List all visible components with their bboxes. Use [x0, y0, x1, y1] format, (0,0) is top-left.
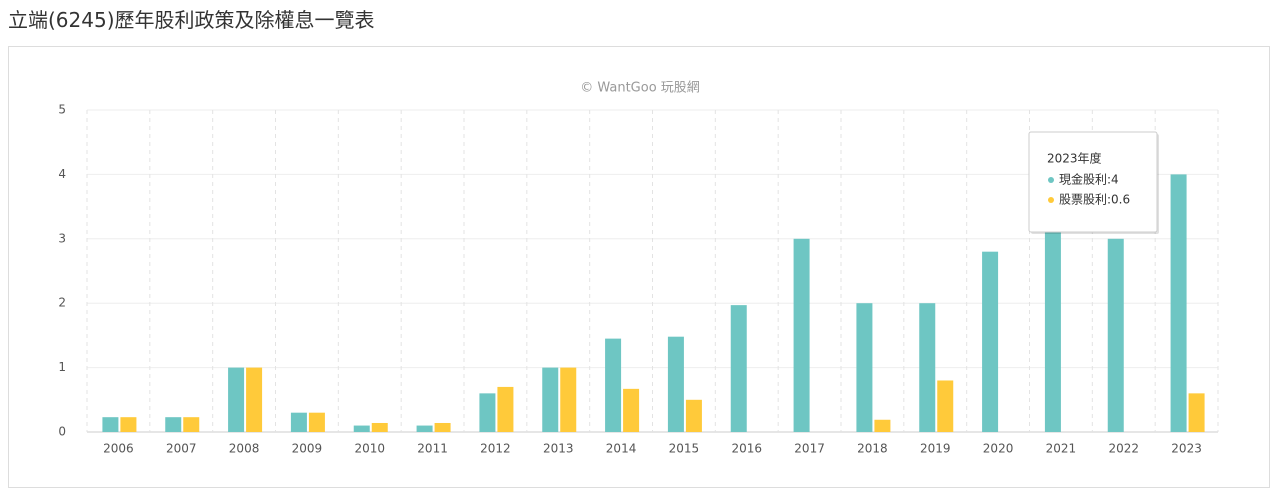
x-tick-label: 2007	[166, 442, 197, 456]
bar	[937, 380, 954, 432]
tooltip	[1028, 131, 1158, 233]
y-tick-label: 5	[58, 103, 66, 117]
x-tick-label: 2020	[983, 442, 1014, 456]
x-tick-label: 2010	[354, 442, 385, 456]
y-tick-label: 1	[58, 360, 66, 374]
bar	[560, 367, 577, 432]
x-tick-label: 2018	[857, 442, 888, 456]
y-tick-label: 3	[58, 231, 66, 245]
x-tick-label: 2009	[292, 442, 323, 456]
x-tick-label: 2006	[103, 442, 134, 456]
page-title: 立端(6245)歷年股利政策及除權息一覽表	[8, 8, 375, 32]
bar	[290, 412, 307, 432]
x-tick-label: 2008	[229, 442, 260, 456]
tooltip-line: 股票股利:0.6	[1059, 193, 1130, 207]
y-tick-label: 2	[58, 296, 66, 310]
x-tick-label: 2016	[731, 442, 762, 456]
bar	[1107, 238, 1124, 432]
watermark: © WantGoo 玩股網	[580, 81, 700, 96]
bar	[165, 417, 182, 432]
y-tick-label: 4	[58, 167, 66, 181]
x-tick-label: 2014	[606, 442, 637, 456]
bar	[479, 393, 496, 432]
x-tick-label: 2013	[543, 442, 574, 456]
bar	[371, 422, 388, 432]
bar	[1044, 206, 1061, 432]
tooltip-dot	[1048, 177, 1054, 183]
bar	[183, 417, 200, 432]
x-tick-label: 2022	[1108, 442, 1139, 456]
y-tick-label: 0	[58, 425, 66, 439]
tooltip-title: 2023年度	[1047, 151, 1102, 166]
bar	[308, 412, 325, 432]
bar	[730, 305, 747, 432]
bar	[982, 251, 999, 432]
tooltip-dot	[1048, 197, 1054, 203]
x-tick-label: 2021	[1046, 442, 1077, 456]
tooltip-line: 現金股利:4	[1059, 172, 1119, 187]
x-tick-label: 2011	[417, 442, 448, 456]
x-tick-label: 2023	[1171, 442, 1202, 456]
x-tick-label: 2019	[920, 442, 951, 456]
bar	[246, 367, 263, 432]
bar	[874, 419, 891, 432]
bar	[1170, 174, 1187, 432]
bar	[919, 303, 936, 432]
x-tick-label: 2012	[480, 442, 511, 456]
bar	[416, 425, 433, 432]
x-tick-label: 2017	[794, 442, 825, 456]
bar	[667, 336, 684, 432]
bar	[793, 238, 810, 432]
bar	[623, 388, 640, 432]
bar	[120, 417, 137, 432]
chart-frame	[8, 46, 1270, 488]
x-tick-label: 2015	[669, 442, 700, 456]
bar	[497, 386, 514, 432]
bar	[542, 367, 559, 432]
bar	[856, 303, 873, 432]
bar	[685, 399, 702, 432]
bar	[605, 338, 622, 432]
bar	[102, 417, 119, 432]
bar	[1188, 393, 1205, 432]
bar	[434, 422, 451, 432]
bar	[353, 425, 370, 432]
bar	[228, 367, 245, 432]
